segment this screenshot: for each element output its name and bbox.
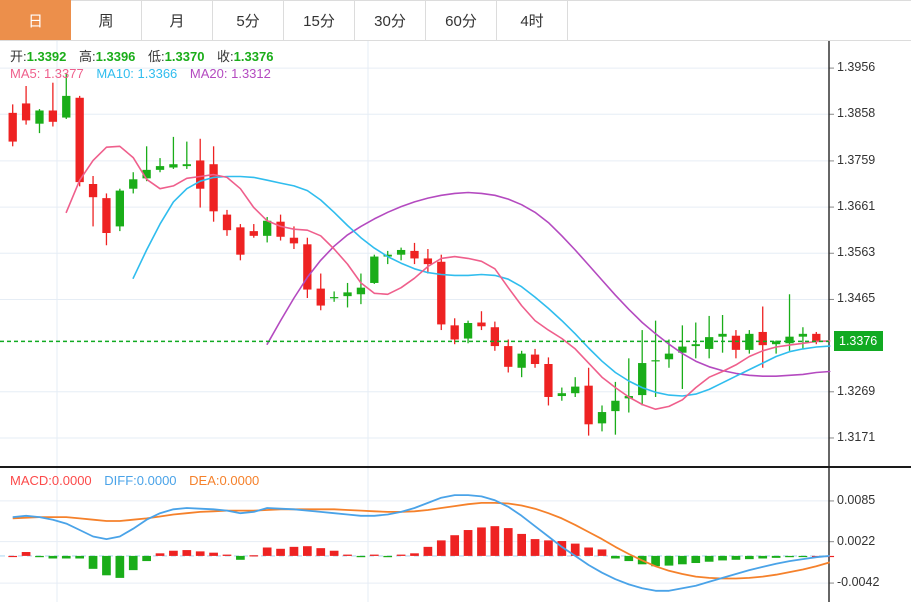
current-price-badge: 1.3376: [834, 331, 884, 352]
tab-period-2[interactable]: 月: [142, 0, 213, 40]
period-tabbar: 日 周 月 5分 15分 30分 60分 4时: [0, 0, 911, 41]
tab-period-6[interactable]: 60分: [426, 0, 497, 40]
tab-period-7[interactable]: 4时: [497, 0, 568, 40]
tab-label: 4时: [520, 13, 544, 30]
tab-period-0[interactable]: 日: [0, 0, 71, 40]
tab-period-5[interactable]: 30分: [355, 0, 426, 40]
tab-label: 15分: [303, 13, 335, 30]
tab-period-3[interactable]: 5分: [213, 0, 284, 40]
tabbar-filler: [568, 0, 911, 40]
price-chart-canvas: [0, 41, 834, 466]
price-chart-panel[interactable]: 开:1.3392 高:1.3396 低:1.3370 收:1.3376 MA5:…: [0, 41, 911, 466]
tab-period-1[interactable]: 周: [71, 0, 142, 40]
tab-label: 周: [98, 13, 114, 30]
tab-label: 月: [169, 13, 185, 30]
tab-label: 5分: [236, 13, 260, 30]
macd-panel[interactable]: MACD:0.0000 DIFF:0.0000 DEA:0.0000 0.008…: [0, 466, 911, 602]
tab-label: 60分: [445, 13, 477, 30]
tab-label: 日: [27, 13, 43, 30]
macd-chart-canvas: [0, 468, 835, 602]
tab-label: 30分: [374, 13, 406, 30]
tab-period-4[interactable]: 15分: [284, 0, 355, 40]
